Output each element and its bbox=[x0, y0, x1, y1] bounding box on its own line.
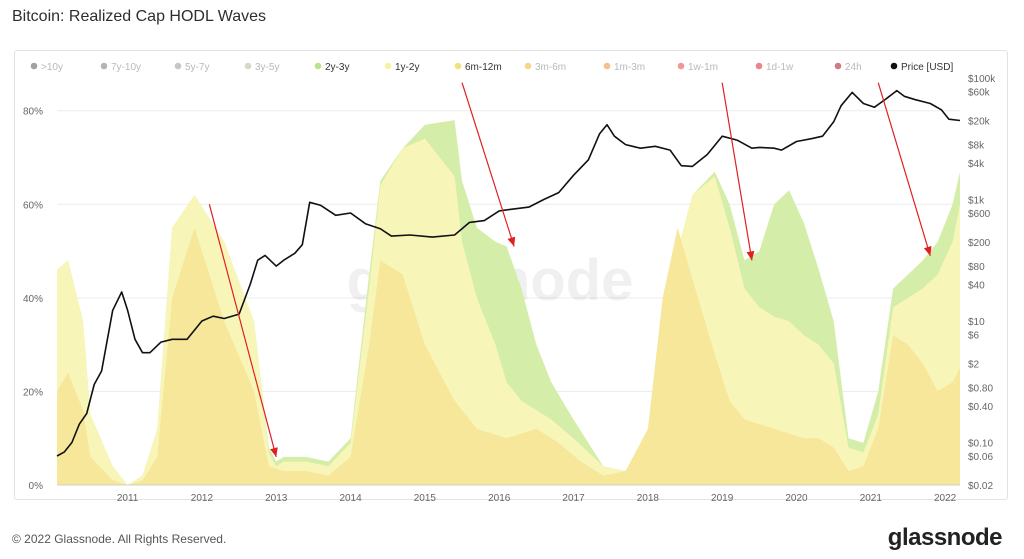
legend-marker-Price [USD] bbox=[890, 62, 898, 70]
x-tick-label: 2019 bbox=[711, 493, 734, 504]
price-series bbox=[56, 89, 961, 457]
y-right-tick-label: $600 bbox=[968, 209, 991, 220]
x-tick-label: 2017 bbox=[562, 493, 585, 504]
area-6m-12m bbox=[57, 227, 960, 485]
legend-marker-6m-12m bbox=[454, 62, 462, 70]
x-tick-label: 2013 bbox=[265, 493, 288, 504]
annotation-arrows bbox=[208, 82, 932, 458]
area-1y-2y bbox=[57, 138, 960, 486]
arrow-head bbox=[270, 447, 278, 457]
legend-label-2y-3y: 2y-3y bbox=[325, 62, 349, 73]
x-tick-label: 2020 bbox=[785, 493, 808, 504]
legend-marker-1m-3m bbox=[603, 62, 611, 70]
legend-label-24h: 24h bbox=[845, 62, 862, 73]
brand-logo: glassnode bbox=[887, 524, 1003, 551]
legend-marker-7y-10y bbox=[100, 62, 108, 70]
legend-label->10y: >10y bbox=[41, 62, 63, 73]
x-tick-label: 2015 bbox=[414, 493, 437, 504]
legend-marker-5y-7y bbox=[174, 62, 182, 70]
arrow-line bbox=[461, 82, 515, 247]
x-axis: 2011 2012 2013 2014 2015 2016 2017 2018 2019 2020… bbox=[57, 484, 960, 504]
area-series bbox=[57, 120, 960, 486]
y-right-tick-label: $60k bbox=[968, 87, 991, 98]
y-right-tick-label: $6 bbox=[968, 330, 980, 341]
copyright-text: © 2022 Glassnode. All Rights Reserved. bbox=[12, 532, 227, 546]
y-right-tick-label: $20k bbox=[968, 116, 991, 127]
y-right-tick-label: $100k bbox=[968, 74, 996, 85]
legend-label-1m-3m: 1m-3m bbox=[614, 62, 645, 73]
x-tick-label: 2021 bbox=[860, 493, 883, 504]
x-tick-label: 2011 bbox=[117, 493, 139, 504]
legend-label-Price [USD]: Price [USD] bbox=[901, 62, 953, 73]
legend-label-3y-5y: 3y-5y bbox=[255, 62, 279, 73]
y-right-tick-label: $200 bbox=[968, 238, 991, 249]
arrow-head bbox=[923, 246, 932, 256]
legend-marker-2y-3y bbox=[314, 62, 322, 70]
legend-marker-1y-2y bbox=[384, 62, 392, 70]
legend-marker-1d-1w bbox=[755, 62, 763, 70]
y-right-tick-label: $10 bbox=[968, 317, 985, 328]
y-right-tick-label: $0.06 bbox=[968, 452, 993, 463]
y-axis-right: $0.02 $0.06 $0.10 $0.40 $0.80 $2 $6 $10 $40 $80 $2… bbox=[968, 74, 996, 492]
y-right-tick-label: $0.80 bbox=[968, 384, 993, 395]
y-axis-left: 0% 20% 40% 60% 80% bbox=[23, 107, 43, 492]
legend-label-1w-1m: 1w-1m bbox=[688, 62, 718, 73]
chart-legend: >10y 7y-10y 5y-7y 3y-5y 2y-3y 1y-2y 6m-12m 3m-6… bbox=[30, 62, 953, 73]
y-right-tick-label: $0.02 bbox=[968, 481, 993, 492]
x-tick-label: 2016 bbox=[488, 493, 511, 504]
y-right-tick-label: $4k bbox=[968, 159, 985, 170]
y-right-tick-label: $1k bbox=[968, 195, 985, 206]
chart-title: Bitcoin: Realized Cap HODL Waves bbox=[12, 8, 267, 25]
y-left-tick-label: 20% bbox=[23, 387, 43, 398]
legend-label-6m-12m: 6m-12m bbox=[465, 62, 502, 73]
legend-marker-3y-5y bbox=[244, 62, 252, 70]
legend-label-1d-1w: 1d-1w bbox=[766, 62, 794, 73]
legend-marker->10y bbox=[30, 62, 38, 70]
y-right-tick-label: $2 bbox=[968, 359, 980, 370]
y-left-tick-label: 40% bbox=[23, 294, 43, 305]
arrow-line bbox=[208, 204, 277, 458]
legend-label-5y-7y: 5y-7y bbox=[185, 62, 209, 73]
arrow-head bbox=[746, 250, 755, 261]
y-left-tick-label: 0% bbox=[29, 481, 44, 492]
x-tick-label: 2012 bbox=[191, 493, 214, 504]
arrow-line bbox=[877, 82, 931, 256]
arrow-line bbox=[721, 82, 753, 261]
price-line bbox=[56, 89, 961, 457]
y-left-tick-label: 60% bbox=[23, 200, 43, 211]
legend-label-3m-6m: 3m-6m bbox=[535, 62, 566, 73]
y-right-tick-label: $0.40 bbox=[968, 402, 993, 413]
y-right-tick-label: $0.10 bbox=[968, 438, 993, 449]
y-left-tick-label: 80% bbox=[23, 107, 43, 118]
legend-label-1y-2y: 1y-2y bbox=[395, 62, 419, 73]
legend-marker-3m-6m bbox=[524, 62, 532, 70]
x-tick-label: 2018 bbox=[637, 493, 660, 504]
arrow-head bbox=[507, 236, 516, 247]
y-right-tick-label: $8k bbox=[968, 141, 985, 152]
legend-label-7y-10y: 7y-10y bbox=[111, 62, 141, 73]
y-right-tick-label: $80 bbox=[968, 262, 985, 273]
x-tick-label: 2022 bbox=[934, 493, 957, 504]
legend-marker-1w-1m bbox=[677, 62, 685, 70]
legend-marker-24h bbox=[834, 62, 842, 70]
y-right-tick-label: $40 bbox=[968, 280, 985, 291]
x-tick-label: 2014 bbox=[339, 493, 362, 504]
